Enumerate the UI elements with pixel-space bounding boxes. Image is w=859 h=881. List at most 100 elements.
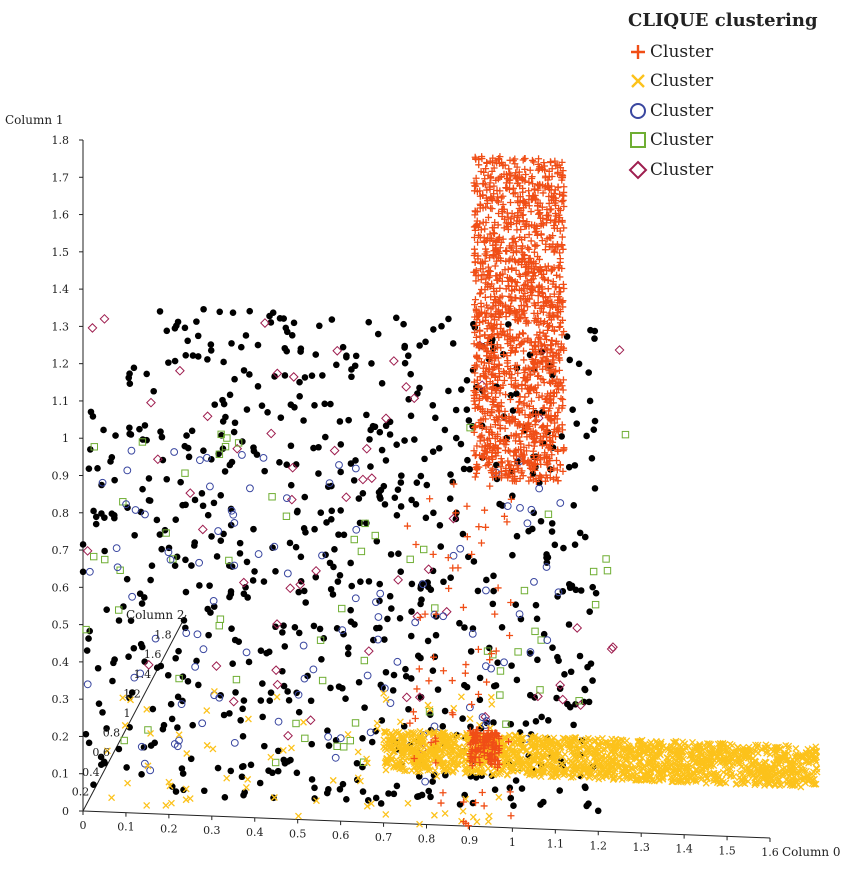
point-dot [165,359,172,366]
point-plus [552,212,560,220]
point-plus [487,650,495,658]
x-tick-label: 0.7 [375,831,393,844]
point-dot [193,318,200,325]
point-plus [482,393,490,401]
point-plus [524,282,532,290]
point-dot [95,700,103,707]
point-dot [331,546,338,553]
point-plus [473,469,481,477]
point-diamond [295,579,306,590]
point-x [447,747,455,755]
point-dot [408,496,415,504]
point-x [516,765,524,773]
point-dot [261,742,268,750]
point-square [301,734,309,743]
point-dot [219,418,227,425]
point-x [547,773,555,781]
point-plus [468,746,476,754]
point-dot [339,780,347,788]
y-tick-label: 1 [62,432,69,445]
point-plus [515,433,523,441]
point-plus [507,495,515,503]
point-plus [550,368,558,376]
point-circle [516,503,524,512]
point-dot [294,507,301,515]
point-dot [413,479,421,486]
point-plus [530,309,538,317]
point-dot [90,781,97,788]
point-square [496,691,504,699]
point-plus [483,309,491,317]
point-dot [141,422,149,429]
point-plus [491,421,499,429]
point-dot [274,767,282,775]
point-plus [535,165,543,173]
point-x [400,739,408,747]
point-dot [570,721,577,729]
point-dot [422,514,430,522]
point-plus [521,457,529,465]
point-dot [430,326,437,333]
point-x [542,753,549,761]
point-x [382,810,390,818]
point-dot [325,786,332,793]
point-dot [101,759,108,767]
point-diamond [401,692,412,703]
point-circle [199,645,208,654]
point-plus [506,176,514,184]
point-x [651,764,659,772]
point-dot [259,713,266,721]
point-dot [111,476,118,484]
point-plus [545,193,553,201]
point-dot [82,730,90,738]
point-dot [221,468,229,475]
point-plus [556,255,564,263]
point-plus [475,396,483,404]
point-plus [504,282,512,290]
point-dot [388,605,395,612]
point-diamond [283,730,293,741]
legend-label: Cluster [650,130,714,151]
point-plus [525,245,533,253]
point-dot [368,738,376,746]
point-x [565,744,573,752]
point-plus [503,352,511,360]
point-dot [361,704,368,711]
point-plus [496,310,504,318]
point-plus [472,333,480,341]
point-plus [519,217,527,225]
point-plus [497,384,505,392]
point-x [800,774,808,782]
point-dot [583,432,590,440]
point-dot [168,715,176,723]
point-dot [569,406,576,413]
point-plus [505,186,513,194]
point-dot [179,770,187,777]
point-x [754,768,762,776]
point-dot [281,372,289,379]
point-plus [499,161,507,169]
point-plus [489,303,497,311]
point-x [124,779,132,787]
z-tick-label: 1 [124,707,131,720]
point-diamond [555,680,566,691]
point-plus [560,445,568,453]
point-dot [458,386,465,393]
point-plus [504,363,512,371]
point-dot [327,516,335,523]
point-plus [553,225,561,233]
point-circle [503,502,512,511]
point-x [523,768,530,776]
y-tick-label: 1.8 [52,134,70,147]
point-plus [535,266,543,274]
point-plus [529,260,537,268]
point-plus [537,317,545,325]
point-dot [208,455,215,463]
point-dot [195,681,202,689]
point-x [487,693,495,701]
point-x [813,765,821,773]
point-plus [543,474,551,482]
point-circle [530,577,538,586]
point-circle [468,629,477,638]
point-x [779,769,787,777]
